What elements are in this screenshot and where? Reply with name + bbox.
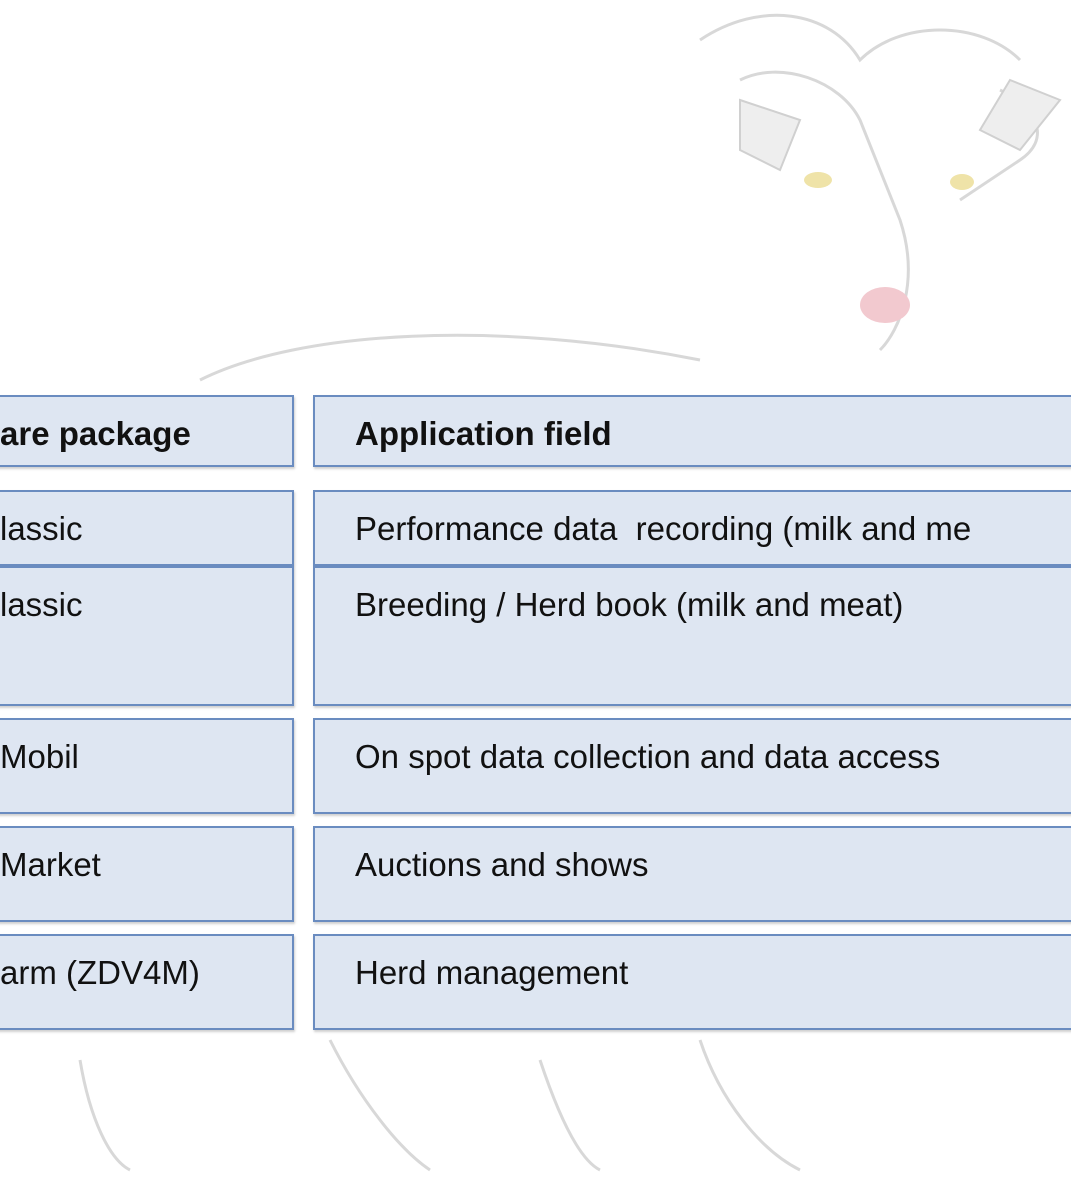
- cell-text: Market: [0, 846, 101, 883]
- cell-text: lassic: [0, 510, 83, 547]
- table-cell: are package: [0, 395, 294, 467]
- table-cell: lassic: [0, 566, 294, 706]
- table-cell: Performance data recording (milk and me: [313, 490, 1071, 566]
- table-cell: Market: [0, 826, 294, 922]
- table-cell: Mobil: [0, 718, 294, 814]
- cell-text: are package: [0, 415, 191, 452]
- table-cell: lassic: [0, 490, 294, 566]
- cell-text: Breeding / Herd book (milk and meat): [355, 586, 904, 623]
- table-cell: Application field: [313, 395, 1071, 467]
- cell-text: Auctions and shows: [355, 846, 649, 883]
- cell-text: Performance data recording (milk and me: [355, 510, 972, 547]
- table-cell: arm (ZDV4M): [0, 934, 294, 1030]
- table-cell: Herd management: [313, 934, 1071, 1030]
- cell-text: Application field: [355, 415, 612, 452]
- cell-text: lassic: [0, 586, 83, 623]
- table-cell: On spot data collection and data access: [313, 718, 1071, 814]
- cell-text: Mobil: [0, 738, 79, 775]
- table-cell: Auctions and shows: [313, 826, 1071, 922]
- table-cell: Breeding / Herd book (milk and meat): [313, 566, 1071, 706]
- cell-text: Herd management: [355, 954, 629, 991]
- cell-text: arm (ZDV4M): [0, 954, 200, 991]
- cell-text: On spot data collection and data access: [355, 738, 941, 775]
